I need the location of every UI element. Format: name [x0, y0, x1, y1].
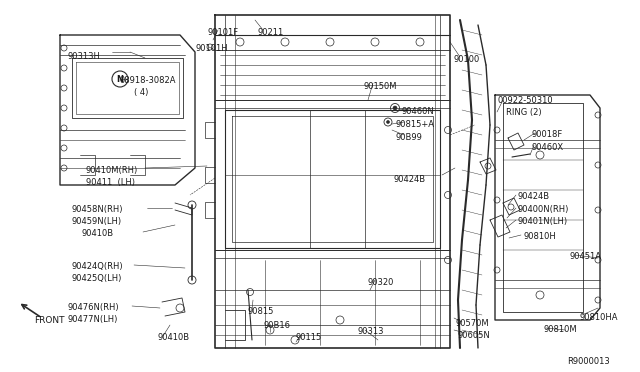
Text: 90410M(RH): 90410M(RH)	[86, 166, 138, 175]
Text: 08918-3082A: 08918-3082A	[120, 76, 177, 85]
Text: 90018F: 90018F	[532, 130, 563, 139]
Text: 90101H: 90101H	[196, 44, 228, 53]
Text: 90460X: 90460X	[532, 143, 564, 152]
Text: 90815+A: 90815+A	[396, 120, 435, 129]
Text: 90424Q(RH): 90424Q(RH)	[72, 262, 124, 271]
Text: 90810HA: 90810HA	[579, 313, 618, 322]
Text: 90424B: 90424B	[518, 192, 550, 201]
Text: 90313: 90313	[357, 327, 383, 336]
Text: 90424B: 90424B	[393, 175, 425, 184]
Text: 90401N(LH): 90401N(LH)	[518, 217, 568, 226]
Text: 90460N: 90460N	[402, 107, 435, 116]
Text: 00922-50310: 00922-50310	[498, 96, 554, 105]
Text: 90459N(LH): 90459N(LH)	[72, 217, 122, 226]
Text: 90400N(RH): 90400N(RH)	[518, 205, 570, 214]
Text: 90115: 90115	[296, 333, 323, 342]
Text: 90320: 90320	[368, 278, 394, 287]
Text: 90B16: 90B16	[264, 321, 291, 330]
Text: 90211: 90211	[258, 28, 284, 37]
Text: 90410B: 90410B	[158, 333, 190, 342]
Text: 90425Q(LH): 90425Q(LH)	[72, 274, 122, 283]
Circle shape	[393, 106, 397, 110]
Circle shape	[387, 121, 390, 124]
Text: 90411  (LH): 90411 (LH)	[86, 178, 135, 187]
Text: 90313H: 90313H	[68, 52, 101, 61]
Text: 90101F: 90101F	[208, 28, 239, 37]
Text: RING (2): RING (2)	[506, 108, 541, 117]
Text: R9000013: R9000013	[567, 357, 610, 366]
Text: 90605N: 90605N	[458, 331, 491, 340]
Text: 90100: 90100	[454, 55, 480, 64]
Text: N: N	[116, 74, 124, 83]
Text: 90476N(RH): 90476N(RH)	[68, 303, 120, 312]
Text: 90B99: 90B99	[396, 133, 423, 142]
Text: 90810M: 90810M	[543, 325, 577, 334]
Text: 90150M: 90150M	[363, 82, 397, 91]
Text: 90410B: 90410B	[82, 229, 114, 238]
Text: FRONT: FRONT	[34, 316, 65, 325]
Text: ( 4): ( 4)	[134, 88, 148, 97]
Text: 90477N(LH): 90477N(LH)	[68, 315, 118, 324]
Text: 90451A: 90451A	[570, 252, 602, 261]
Text: 90570M: 90570M	[455, 319, 488, 328]
Text: 90458N(RH): 90458N(RH)	[72, 205, 124, 214]
Text: 90810H: 90810H	[523, 232, 556, 241]
Text: 90815: 90815	[248, 307, 275, 316]
